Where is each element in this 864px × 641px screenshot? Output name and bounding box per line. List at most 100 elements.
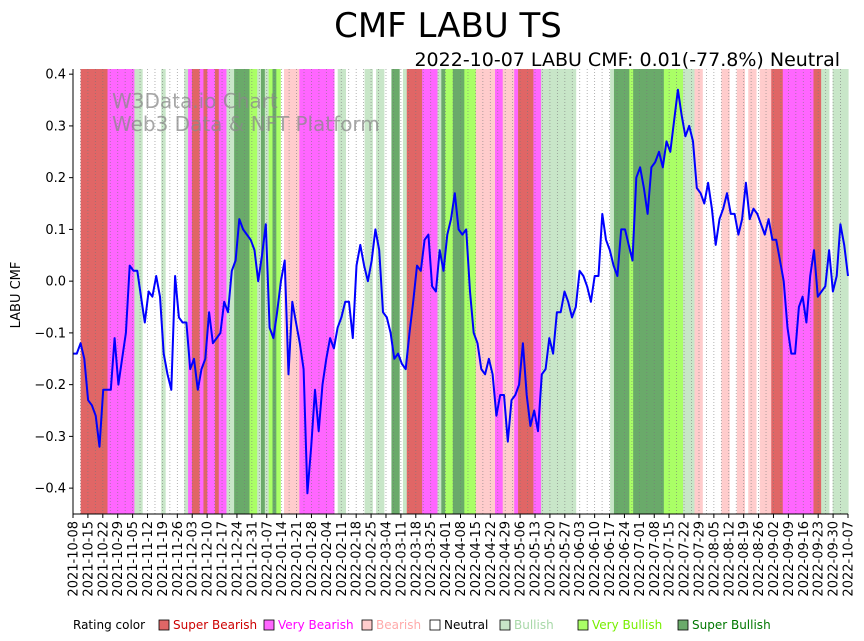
x-tick-label: 2021-10-15 xyxy=(81,521,96,597)
x-tick-label: 2022-04-01 xyxy=(439,521,454,597)
rating-band xyxy=(801,69,807,514)
x-tick-label: 2021-12-24 xyxy=(230,521,245,597)
rating-band xyxy=(310,69,316,514)
x-tick-label: 2022-06-17 xyxy=(603,521,618,597)
rating-band xyxy=(483,69,488,514)
rating-band xyxy=(111,69,116,514)
rating-band xyxy=(395,69,400,514)
rating-band xyxy=(337,69,343,514)
watermark-line-2: Web3 Data & NFT Platform xyxy=(112,112,380,136)
rating-band xyxy=(456,69,462,514)
x-tick-label: 2022-02-04 xyxy=(320,521,335,597)
rating-band xyxy=(675,69,680,514)
x-tick-label: 2022-04-22 xyxy=(484,521,499,597)
rating-band xyxy=(314,69,320,514)
x-tick-label: 2022-05-20 xyxy=(543,521,558,597)
legend-swatch xyxy=(158,619,170,631)
rating-band xyxy=(663,69,669,514)
x-tick-label: 2021-12-03 xyxy=(186,521,201,597)
rating-band xyxy=(683,69,688,514)
rating-band xyxy=(318,69,323,514)
rating-band xyxy=(303,69,308,514)
rating-band xyxy=(690,69,696,514)
legend-label: Super Bearish xyxy=(173,618,257,632)
rating-band xyxy=(88,69,93,514)
rating-band xyxy=(633,69,638,514)
rating-band xyxy=(237,69,243,514)
rating-band xyxy=(725,69,730,514)
y-tick-label: 0.0 xyxy=(45,275,66,290)
rating-band xyxy=(625,69,630,514)
rating-band xyxy=(721,69,726,514)
rating-band xyxy=(752,69,757,514)
rating-band xyxy=(92,69,97,514)
rating-band xyxy=(824,69,830,514)
x-tick-label: 2021-12-10 xyxy=(201,521,216,597)
rating-band xyxy=(230,69,235,514)
rating-band xyxy=(736,69,742,514)
legend-label: Very Bearish xyxy=(278,618,354,632)
x-tick-label: 2021-11-05 xyxy=(126,521,141,597)
x-tick-label: 2021-11-12 xyxy=(141,521,156,597)
rating-band xyxy=(698,69,703,514)
rating-band xyxy=(748,69,753,514)
rating-band xyxy=(813,69,818,514)
rating-band xyxy=(226,69,231,514)
legend-label: Neutral xyxy=(444,618,488,632)
rating-band xyxy=(326,69,331,514)
rating-band xyxy=(491,69,496,514)
rating-band xyxy=(195,69,201,514)
y-tick-label: −0.3 xyxy=(34,430,66,445)
rating-band xyxy=(498,69,504,514)
y-tick-label: −0.2 xyxy=(34,378,66,393)
rating-band xyxy=(368,69,373,514)
y-axis-label: LABU CMF xyxy=(9,262,24,329)
rating-band xyxy=(759,69,765,514)
x-tick-label: 2022-07-29 xyxy=(693,521,708,597)
rating-band xyxy=(364,69,370,514)
x-tick-label: 2022-10-07 xyxy=(842,521,857,597)
x-tick-label: 2022-08-05 xyxy=(707,521,722,597)
rating-band xyxy=(214,69,220,514)
rating-band xyxy=(422,69,427,514)
x-tick-label: 2022-04-29 xyxy=(499,521,514,597)
rating-band xyxy=(794,69,799,514)
rating-band xyxy=(218,69,224,514)
rating-band xyxy=(610,69,615,514)
y-tick-label: −0.1 xyxy=(34,326,66,341)
rating-band xyxy=(567,69,573,514)
rating-band xyxy=(261,69,266,514)
y-tick-label: −0.4 xyxy=(34,482,66,497)
x-tick-label: 2022-09-02 xyxy=(767,521,782,597)
x-tick-label: 2022-09-09 xyxy=(782,521,797,597)
rating-band xyxy=(775,69,780,514)
rating-band xyxy=(402,69,408,514)
x-tick-label: 2022-05-06 xyxy=(514,521,529,597)
rating-band xyxy=(253,69,258,514)
legend-label: Bearish xyxy=(376,618,421,632)
x-tick-label: 2022-05-13 xyxy=(529,521,544,597)
rating-band xyxy=(686,69,692,514)
rating-band xyxy=(199,69,205,514)
rating-band xyxy=(410,69,416,514)
rating-band xyxy=(479,69,485,514)
x-tick-label: 2022-02-11 xyxy=(335,521,350,597)
rating-band xyxy=(506,69,511,514)
rating-band xyxy=(836,69,841,514)
x-tick-label: 2022-01-14 xyxy=(275,521,290,597)
x-tick-label: 2022-03-18 xyxy=(409,521,424,597)
rating-band xyxy=(552,69,558,514)
x-tick-label: 2022-03-04 xyxy=(380,521,395,597)
rating-band xyxy=(134,69,139,514)
rating-band xyxy=(80,69,86,514)
rating-band xyxy=(272,69,277,514)
rating-band xyxy=(295,69,300,514)
rating-band xyxy=(571,69,577,514)
rating-band xyxy=(245,69,251,514)
x-tick-label: 2022-01-07 xyxy=(260,521,275,597)
rating-band xyxy=(548,69,554,514)
rating-band xyxy=(667,69,673,514)
rating-band xyxy=(844,69,849,514)
x-tick-label: 2021-11-26 xyxy=(171,521,186,597)
y-ticks: −0.4 −0.3 −0.2 −0.1 0.0 0.1 0.2 0.3 0.4 xyxy=(34,68,73,497)
